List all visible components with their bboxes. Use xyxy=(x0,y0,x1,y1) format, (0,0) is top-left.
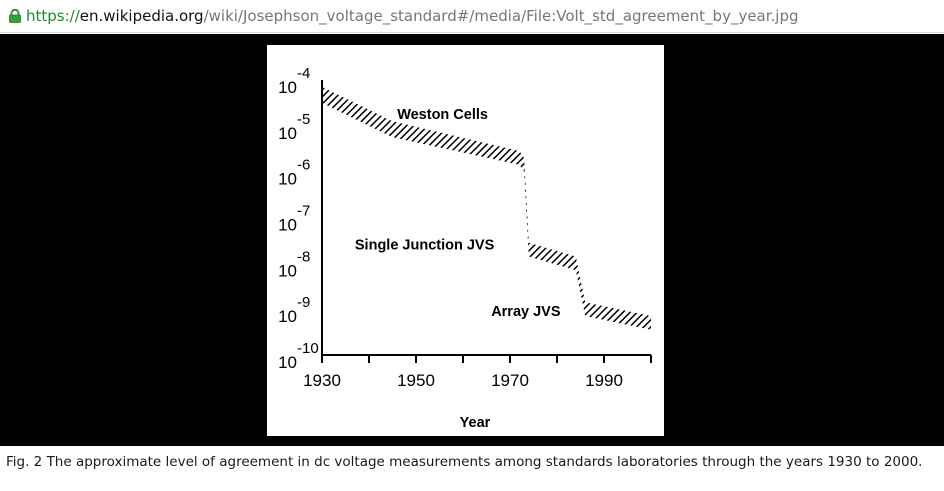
annotation-label: Weston Cells xyxy=(397,107,488,123)
annotation-label: Single Junction JVS xyxy=(355,238,495,254)
x-tick-label: 1930 xyxy=(303,371,341,390)
url-text[interactable]: https://en.wikipedia.org/wiki/Josephson_… xyxy=(26,7,799,25)
y-tick-label: 10 xyxy=(278,78,297,97)
x-tick-label: 1970 xyxy=(491,371,529,390)
y-tick-exponent: -9 xyxy=(297,294,310,311)
figure-caption: Fig. 2 The approximate level of agreemen… xyxy=(6,454,923,470)
y-tick-label: 10 xyxy=(278,261,297,280)
y-tick-exponent: -8 xyxy=(297,248,310,265)
y-tick-exponent: -6 xyxy=(297,157,310,174)
x-tick-label: 1950 xyxy=(397,371,435,390)
y-tick-exponent: -7 xyxy=(297,203,310,220)
y-tick-exponent: -4 xyxy=(297,65,310,82)
address-bar[interactable]: https://en.wikipedia.org/wiki/Josephson_… xyxy=(0,0,944,33)
url-path: /wiki/Josephson_voltage_standard#/media/… xyxy=(203,7,799,25)
annotation-label: Array JVS xyxy=(491,304,561,320)
y-tick-exponent: -5 xyxy=(297,111,310,128)
url-scheme: https:// xyxy=(26,7,80,25)
agreement-band xyxy=(322,86,651,330)
lock-icon xyxy=(9,9,21,23)
y-tick-label: 10 xyxy=(278,170,297,189)
x-axis-label: Year xyxy=(460,415,491,431)
media-viewer: 1930 1950 1970 1990 10 -4 10 -5 10 -6 10 -7 10 -8 10-… xyxy=(0,34,944,446)
x-tick-label: 1990 xyxy=(585,371,623,390)
y-tick-label: 10 xyxy=(278,124,297,143)
y-tick-label: 10 xyxy=(278,216,297,235)
url-host: en.wikipedia.org xyxy=(79,7,204,25)
y-tick-label: 10 xyxy=(278,353,297,372)
agreement-chart: 1930 1950 1970 1990 10-410-510-610-710-810-… xyxy=(278,65,652,431)
y-tick-exponent: -10 xyxy=(297,340,319,357)
y-tick-label: 10 xyxy=(278,307,297,326)
chart-image: 1930 1950 1970 1990 10 -4 10 -5 10 -6 10 -7 10 -8 10-… xyxy=(267,45,664,436)
